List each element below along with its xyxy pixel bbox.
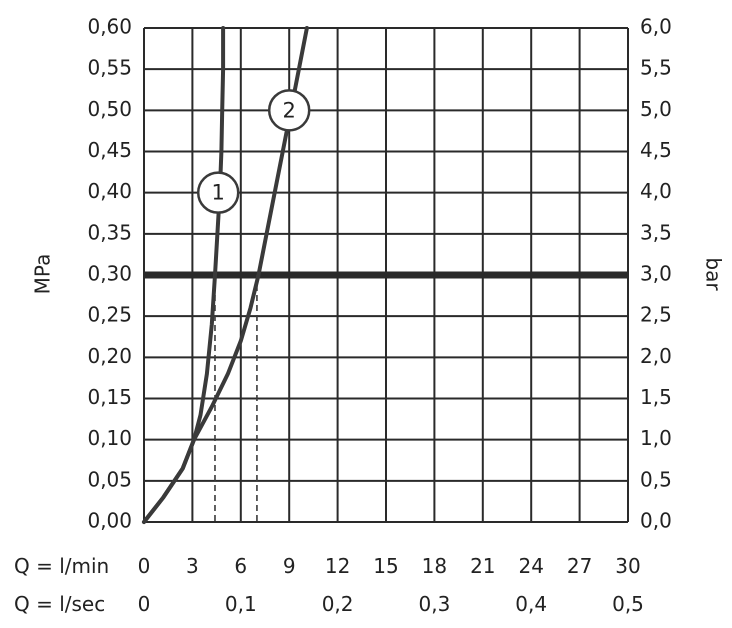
y-tick-label-left: 0,10 [87, 426, 132, 450]
x-tick-label-lmin: 9 [283, 554, 296, 578]
series-marker-1 [196, 171, 240, 214]
x-tick-label-lmin: 15 [373, 554, 398, 578]
y-tick-label-right: 0,5 [640, 467, 672, 491]
y-tick-label-right: 1,5 [640, 385, 672, 409]
x-tick-labels-lsec: 0 0,1 0,2 0,3 0,4 0,5 [138, 592, 644, 616]
y-tick-label-left: 0,25 [87, 303, 132, 327]
series-marker-label-2: 2 [283, 98, 296, 122]
series-marker-label-1: 1 [212, 181, 225, 205]
y-tick-label-right: 3,0 [640, 262, 672, 286]
series-marker-2 [267, 89, 311, 132]
y-tick-label-right: 3,5 [640, 220, 672, 244]
x-tick-label-lmin: 21 [470, 554, 495, 578]
x-tick-label-lmin: 6 [234, 554, 247, 578]
left-y-tick-labels: 0,00 0,05 0,10 0,15 0,20 0,25 0,30 0,35 0,40 0,45… [87, 15, 132, 533]
x-tick-label-lsec: 0,1 [225, 592, 257, 616]
x-tick-label-lmin: 24 [518, 554, 543, 578]
y-tick-label-right: 5,5 [640, 56, 672, 80]
y-tick-label-right: 2,0 [640, 344, 672, 368]
y-tick-label-right: 1,0 [640, 426, 672, 450]
series-markers: 12 [196, 89, 311, 214]
y-tick-label-right: 0,0 [640, 509, 672, 533]
x-axis-title-lmin: Q = l/min [14, 554, 109, 578]
x-tick-label-lmin: 12 [325, 554, 350, 578]
y-tick-label-left: 0,60 [87, 15, 132, 39]
x-tick-label-lmin: 27 [567, 554, 592, 578]
y-tick-label-left: 0,05 [87, 467, 132, 491]
x-tick-label-lmin: 3 [186, 554, 199, 578]
series-line-2 [142, 26, 309, 524]
x-tick-label-lsec: 0,3 [418, 592, 450, 616]
y-tick-label-left: 0,35 [87, 220, 132, 244]
y-tick-label-right: 5,0 [640, 97, 672, 121]
y-tick-label-left: 0,30 [87, 262, 132, 286]
y-tick-label-left: 0,45 [87, 138, 132, 162]
y-tick-label-left: 0,40 [87, 179, 132, 203]
right-y-tick-labels: 0,0 0,5 1,0 1,5 2,0 2,5 3,0 3,5 4,0 4,5 5,0 5,5 6,0 [640, 15, 672, 533]
x-tick-label-lsec: 0,5 [612, 592, 644, 616]
x-tick-label-lmin: 18 [422, 554, 447, 578]
curves [142, 26, 309, 524]
x-tick-label-lsec: 0 [138, 592, 151, 616]
y-tick-label-right: 4,0 [640, 179, 672, 203]
y-tick-label-left: 0,55 [87, 56, 132, 80]
x-tick-labels-lmin: 0 3 6 9 12 15 18 21 24 27 30 [138, 554, 641, 578]
y-tick-label-right: 4,5 [640, 138, 672, 162]
x-tick-label-lsec: 0,2 [322, 592, 354, 616]
y-tick-label-left: 0,20 [87, 344, 132, 368]
y-axis-title-right: bar [702, 257, 726, 291]
x-tick-label-lsec: 0,4 [515, 592, 547, 616]
x-tick-label-lmin: 0 [138, 554, 151, 578]
y-tick-label-left: 0,15 [87, 385, 132, 409]
x-axis-title-lsec: Q = l/sec [14, 592, 105, 616]
y-tick-label-left: 0,50 [87, 97, 132, 121]
y-tick-label-right: 2,5 [640, 303, 672, 327]
y-tick-label-right: 6,0 [640, 15, 672, 39]
y-axis-title-left: MPa [31, 254, 55, 295]
x-tick-label-lmin: 30 [615, 554, 640, 578]
y-tick-label-left: 0,00 [87, 509, 132, 533]
